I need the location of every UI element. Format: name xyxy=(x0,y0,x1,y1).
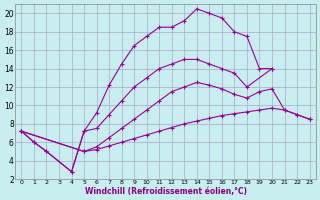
X-axis label: Windchill (Refroidissement éolien,°C): Windchill (Refroidissement éolien,°C) xyxy=(84,187,246,196)
